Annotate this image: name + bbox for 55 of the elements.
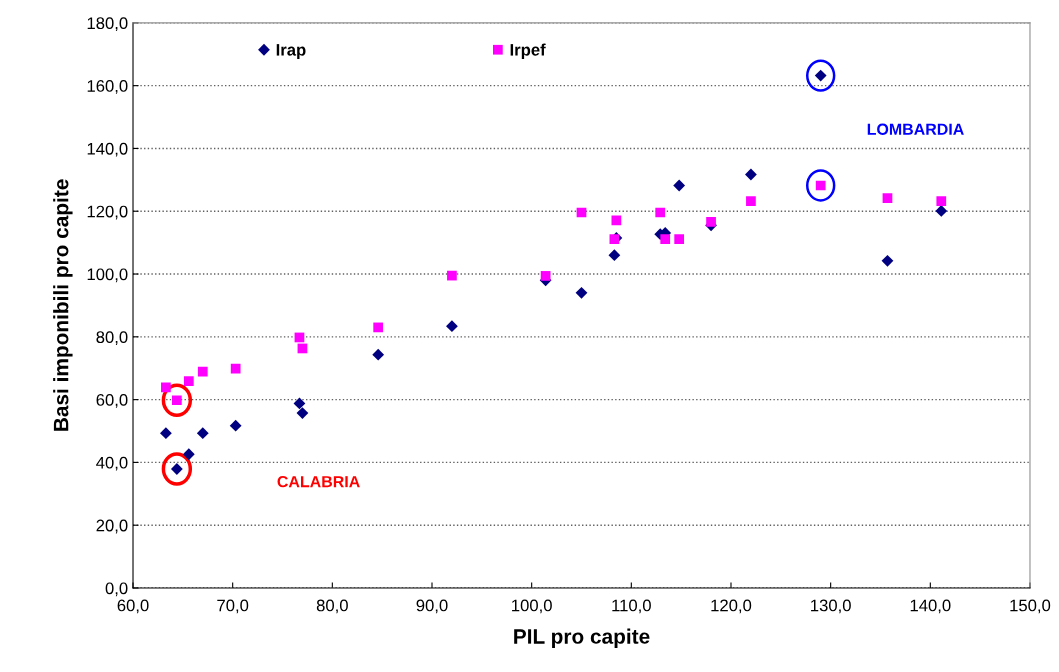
y-tick-label: 40,0: [96, 456, 128, 471]
point: [706, 217, 716, 227]
point: [160, 427, 172, 440]
y-tick-label: 100,0: [87, 268, 128, 283]
point: [655, 207, 666, 218]
x-tick-label: 120,0: [711, 599, 752, 614]
point: [660, 234, 671, 245]
point: [746, 196, 756, 207]
point: [196, 427, 209, 440]
x-tick-label: 140,0: [910, 599, 951, 614]
x-tick-label: 150,0: [1010, 599, 1051, 614]
point: [540, 271, 551, 281]
point: [373, 322, 384, 333]
annotation: LOMBARDIA: [867, 123, 964, 135]
point: [575, 286, 588, 299]
point: [182, 448, 195, 461]
point: [447, 270, 457, 281]
point: [935, 205, 948, 217]
point: [197, 366, 208, 377]
y-axis-title: Basi imponibili pro capite: [53, 179, 73, 431]
point: [296, 407, 309, 420]
point: [229, 419, 242, 432]
point: [881, 254, 894, 267]
point: [611, 215, 622, 226]
annotation: CALABRIA: [277, 475, 360, 488]
x-tick-label: 80,0: [316, 599, 348, 614]
point: [674, 234, 685, 245]
point: [446, 320, 458, 333]
point: [745, 168, 757, 181]
x-axis-title: PIL pro capite: [514, 628, 650, 648]
point: [161, 382, 171, 393]
x-tick-label: 100,0: [512, 599, 552, 614]
point: [372, 348, 385, 361]
point: [882, 193, 893, 203]
y-tick-label: 120,0: [87, 205, 128, 220]
y-tick-label: 160,0: [87, 80, 128, 94]
y-tick-label: 140,0: [87, 142, 128, 157]
point: [936, 196, 947, 207]
y-tick-label: 20,0: [96, 519, 128, 534]
legend-label: Irap: [276, 44, 306, 60]
y-tick-label: 180,0: [87, 17, 128, 32]
point: [230, 363, 241, 374]
x-tick-label: 110,0: [612, 599, 651, 614]
y-tick-label: 80,0: [96, 331, 128, 345]
x-tick-label: 60,0: [117, 599, 149, 614]
point: [293, 397, 306, 410]
x-tick-label: 130,0: [811, 599, 851, 614]
point: [608, 249, 621, 262]
point: [673, 179, 686, 192]
y-tick-label: 60,0: [96, 394, 128, 408]
legend-label: Irpef: [510, 43, 546, 60]
y-tick-label: 0,0: [105, 582, 128, 597]
x-tick-label: 90,0: [416, 599, 448, 614]
point: [183, 376, 194, 386]
x-tick-label: 70,0: [217, 599, 249, 614]
